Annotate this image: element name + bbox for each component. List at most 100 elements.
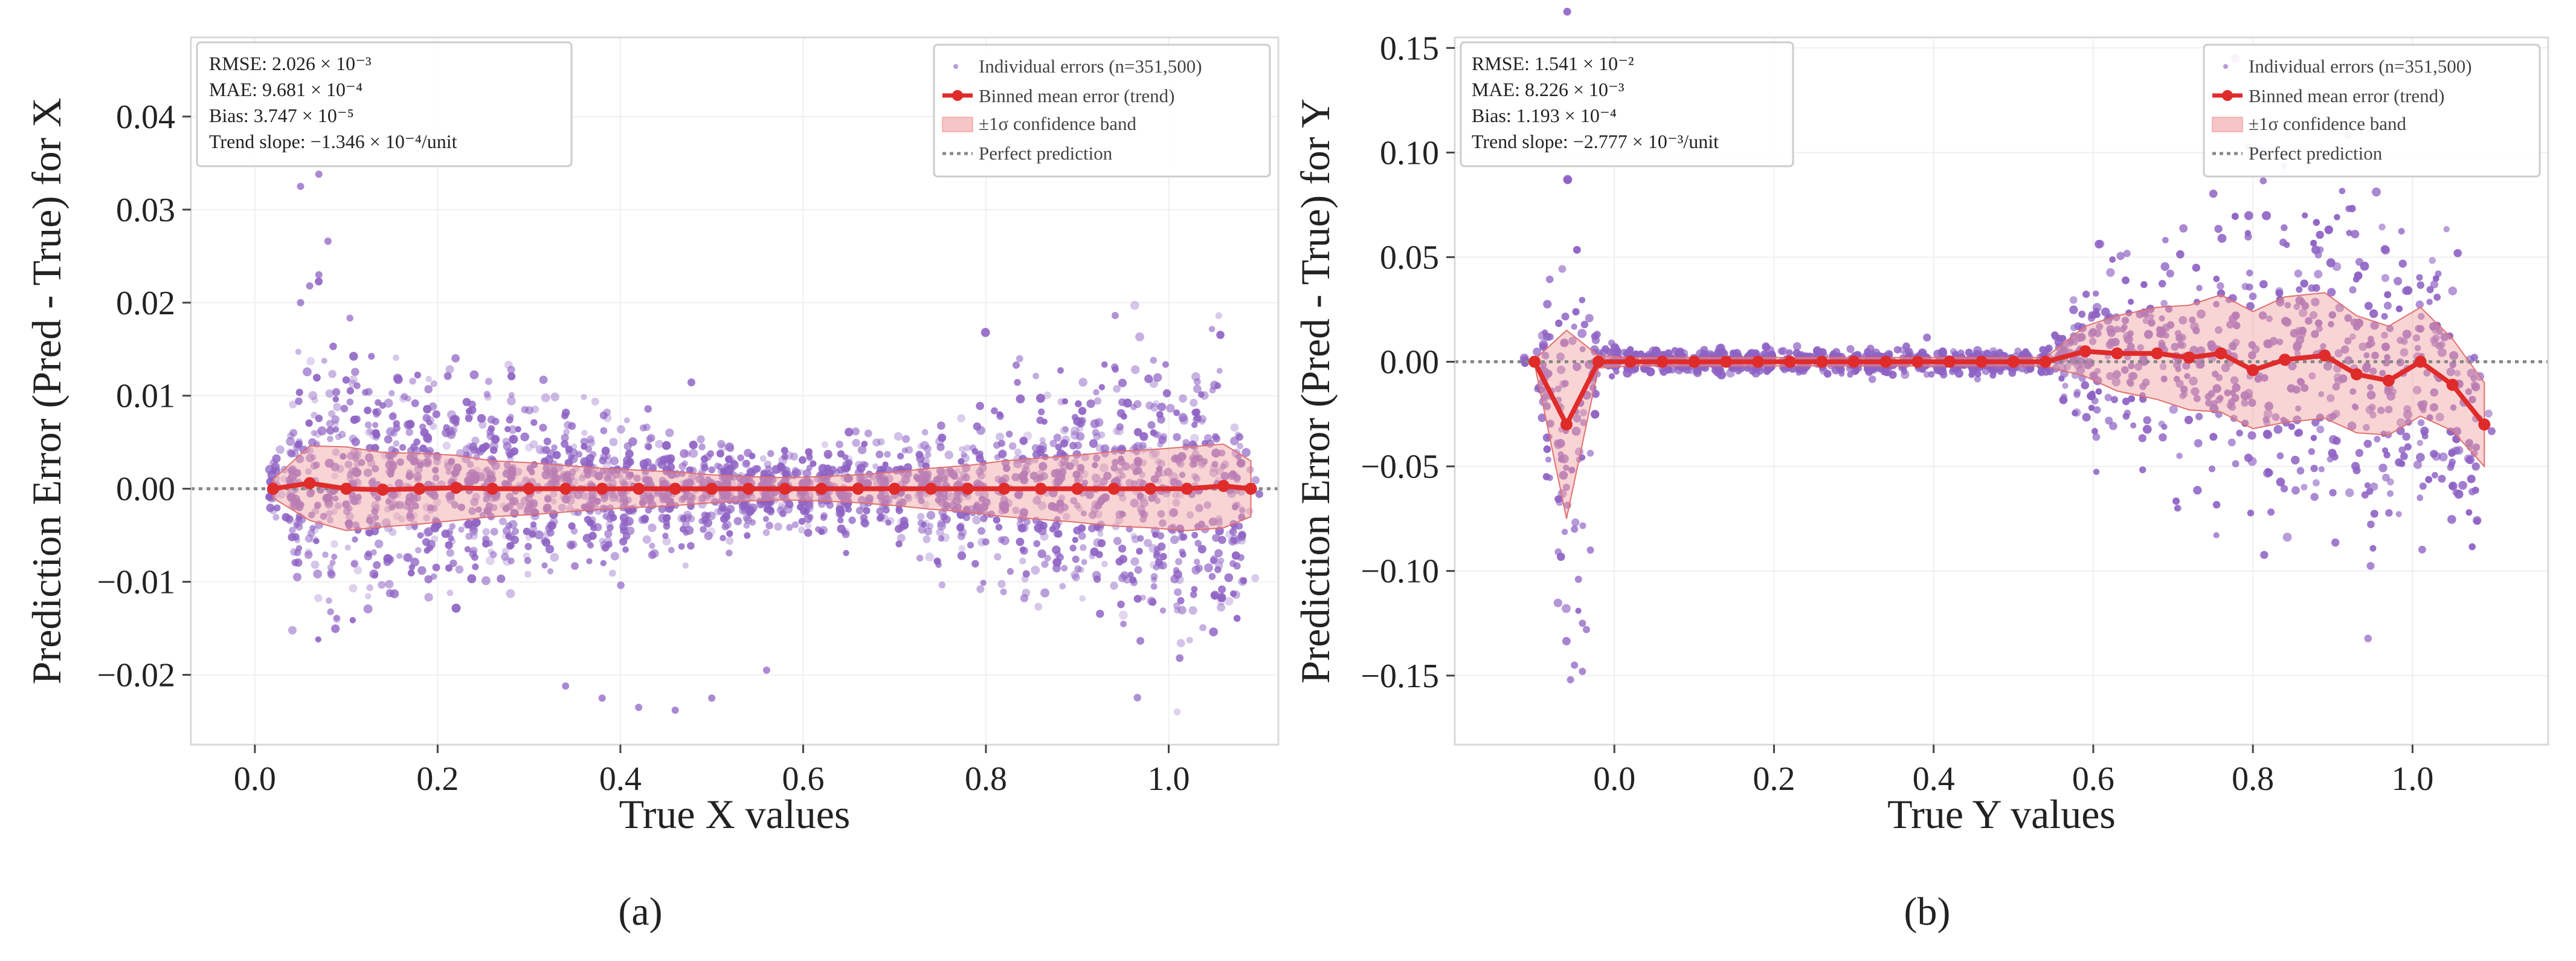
scatter-point-a	[1157, 510, 1165, 518]
scatter-point-a	[313, 569, 323, 578]
scatter-point-a	[884, 451, 891, 458]
scatter-point-a	[1113, 384, 1121, 393]
scatter-point-a	[838, 509, 845, 516]
scatter-point-a	[449, 415, 458, 424]
scatter-point-a	[393, 512, 401, 520]
scatter-point-a	[472, 563, 479, 571]
scatter-point-a	[409, 377, 416, 385]
scatter-point-a	[346, 398, 354, 406]
scatter-point-a	[287, 449, 296, 458]
scatter-point-a	[1150, 357, 1158, 364]
scatter-point-a	[524, 557, 532, 565]
scatter-point-a	[1179, 551, 1187, 558]
scatter-point-a	[344, 461, 353, 468]
scatter-point-a	[1188, 606, 1197, 615]
scatter-point-a	[423, 514, 430, 522]
scatter-point-a	[1118, 574, 1127, 583]
scatter-point-a	[478, 421, 487, 429]
scatter-point-a	[623, 417, 630, 424]
scatter-point-a	[1111, 458, 1119, 466]
scatter-point-a	[973, 422, 982, 431]
scatter-point-a	[1251, 476, 1260, 485]
scatter-point-a	[387, 453, 394, 460]
scatter-point-a	[388, 528, 397, 536]
scatter-point-a	[843, 464, 851, 472]
scatter-point-a	[1193, 415, 1201, 424]
scatter-point-a	[430, 422, 437, 430]
scatter-point-a	[875, 450, 884, 459]
scatter-point-a	[1214, 566, 1222, 574]
scatter-point-a	[487, 415, 496, 424]
scatter-point-a	[1191, 531, 1199, 539]
scatter-point-a	[529, 440, 538, 448]
scatter-point-a	[644, 476, 653, 485]
scatter-point-a	[1101, 560, 1108, 568]
scatter-point-a	[350, 560, 358, 568]
scatter-point-a	[701, 516, 709, 523]
scatter-point-a	[1229, 528, 1237, 536]
scatter-point-a	[273, 504, 281, 512]
scatter-point-a	[1131, 365, 1140, 374]
scatter-point-a	[649, 489, 658, 498]
scatter-point-a	[482, 528, 490, 536]
scatter-point-a	[485, 556, 495, 566]
scatter-point-a	[1228, 537, 1237, 546]
scatter-point-a	[1006, 430, 1013, 438]
scatter-point-a	[1230, 590, 1237, 597]
scatter-point-a	[894, 432, 903, 441]
scatter-point-a	[953, 494, 961, 502]
scatter-point-a	[448, 427, 457, 435]
scatter-point-a	[331, 554, 338, 560]
scatter-point-a	[1052, 545, 1061, 554]
scatter-point-a	[275, 445, 285, 455]
scatter-point-a	[791, 467, 799, 474]
scatter-point-a	[1062, 425, 1069, 433]
scatter-point-a	[1033, 540, 1040, 548]
scatter-point-a	[1130, 300, 1139, 310]
scatter-point-a	[353, 479, 362, 488]
scatter-point-a	[704, 476, 712, 483]
scatter-point-a	[1054, 551, 1061, 558]
scatter-point-a	[941, 533, 950, 542]
scatter-point-a	[1173, 708, 1181, 716]
scatter-point-a	[803, 528, 813, 537]
scatter-point-a	[313, 374, 321, 382]
scatter-point-a	[1014, 448, 1022, 456]
scatter-point-a	[1118, 378, 1127, 387]
scatter-point-a	[923, 535, 931, 543]
scatter-point-a	[1130, 404, 1137, 410]
scatter-point-a	[1176, 654, 1184, 662]
scatter-point-a	[1148, 450, 1158, 459]
scatter-point-a	[658, 489, 668, 499]
scatter-point-a	[571, 443, 578, 450]
scatter-point-a	[1058, 439, 1067, 448]
scatter-point-a	[689, 448, 698, 458]
scatter-point-a	[271, 462, 280, 471]
scatter-point-a	[523, 528, 531, 536]
scatter-point-a	[643, 494, 651, 502]
scatter-point-a	[413, 472, 422, 481]
scatter-point-a	[845, 427, 854, 437]
scatter-point-a	[1040, 532, 1049, 541]
scatter-point-a	[305, 419, 313, 427]
scatter-point-a	[327, 435, 333, 442]
scatter-point-a	[335, 433, 342, 441]
scatter-point-a	[942, 468, 952, 477]
scatter-point-a	[625, 520, 632, 526]
scatter-point-a	[1228, 537, 1237, 546]
scatter-point-a	[980, 515, 988, 522]
scatter-point-a	[1154, 470, 1162, 478]
scatter-point-a	[700, 526, 707, 533]
scatter-point-a	[1092, 571, 1101, 580]
scatter-point-a	[957, 532, 965, 540]
scatter-point-a	[1145, 401, 1154, 410]
scatter-point-a	[417, 566, 427, 575]
scatter-point-a	[331, 624, 340, 633]
scatter-point-a	[884, 474, 894, 484]
scatter-point-a	[1215, 312, 1222, 320]
scatter-point-a	[1215, 517, 1223, 525]
scatter-point-a	[403, 503, 410, 510]
scatter-point-a	[881, 476, 889, 483]
scatter-point-a	[331, 554, 338, 560]
scatter-point-a	[349, 435, 358, 443]
